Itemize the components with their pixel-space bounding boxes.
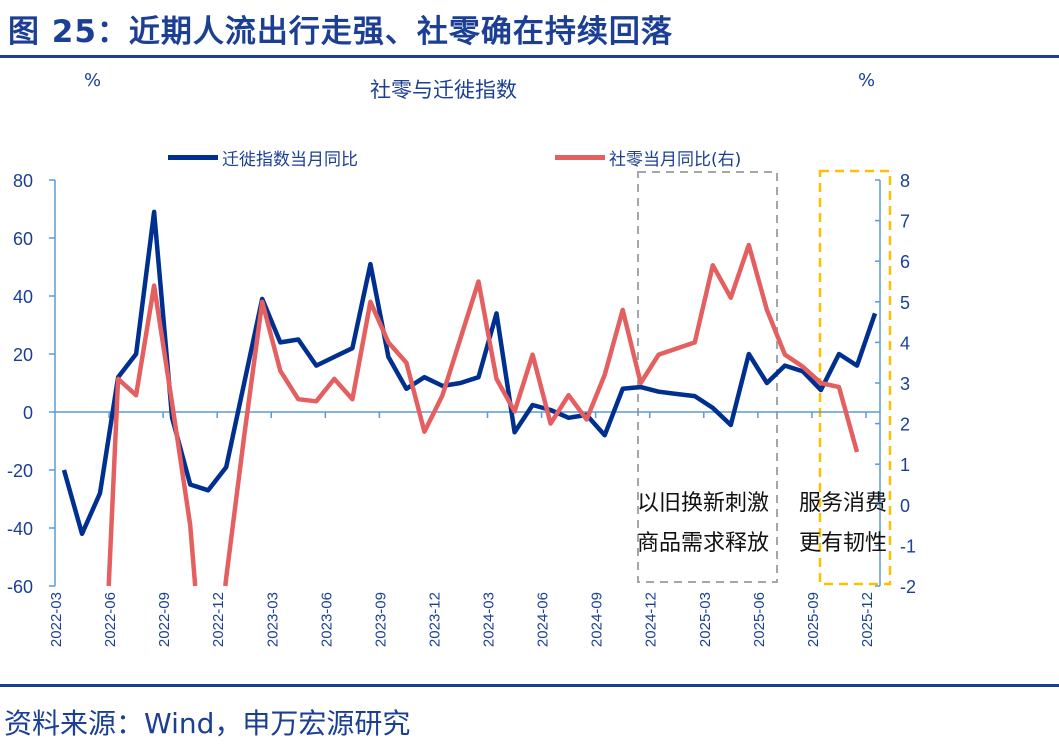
legend-swatch-blue [168, 155, 218, 160]
x-tick-label: 2024-06 [535, 592, 552, 647]
right-tick-label: 5 [900, 293, 910, 313]
right-axis-unit: % [858, 70, 876, 91]
legend-label: 社零当月同比(右) [609, 150, 742, 170]
x-tick-label: 2023-03 [264, 592, 281, 647]
legend-item-migration: 迁徙指数当月同比 [168, 145, 358, 170]
right-tick-label: -1 [900, 536, 916, 556]
left-tick-label: -20 [7, 461, 33, 481]
title-divider [0, 55, 1059, 58]
x-tick-label: 2025-03 [697, 592, 714, 647]
right-tick-label: 7 [900, 212, 910, 232]
right-tick-label: 8 [900, 171, 910, 191]
x-tick-label: 2024-09 [589, 592, 606, 647]
left-tick-label: 0 [23, 403, 33, 423]
annotation-services: 服务消费 更有韧性 [799, 484, 887, 564]
x-tick-label: 2022-12 [210, 592, 227, 647]
annotation-box-gray [637, 171, 778, 583]
series-line-retail [106, 242, 860, 587]
legend-item-retail: 社零当月同比(右) [555, 145, 741, 170]
x-tick-label: 2024-03 [481, 592, 498, 647]
right-tick-label: 6 [900, 252, 910, 272]
left-tick-label: 40 [13, 287, 33, 307]
right-tick-label: 1 [900, 455, 910, 475]
annotation-line: 以旧换新刺激 [637, 491, 770, 516]
annotation-line: 商品需求释放 [637, 531, 770, 556]
left-axis-unit: % [84, 70, 102, 91]
x-tick-label: 2023-09 [372, 592, 389, 647]
x-tick-label: 2022-03 [48, 592, 65, 647]
x-tick-label: 2023-06 [318, 592, 335, 647]
left-tick-label: 80 [13, 171, 33, 191]
right-tick-label: 3 [900, 374, 910, 394]
annotation-box-yellow [818, 169, 892, 586]
x-tick-label: 2025-12 [859, 592, 876, 647]
x-tick-label: 2025-09 [805, 592, 822, 647]
legend-swatch-red [555, 155, 605, 160]
legend-label: 迁徙指数当月同比 [222, 150, 358, 170]
x-tick-label: 2025-06 [751, 592, 768, 647]
x-tick-label: 2022-09 [156, 592, 173, 647]
x-tick-label: 2024-12 [643, 592, 660, 647]
annotation-line: 服务消费 [799, 491, 888, 516]
left-tick-label: 20 [13, 345, 33, 365]
x-tick-label: 2023-12 [426, 592, 443, 647]
right-tick-label: -2 [900, 577, 916, 597]
chart-title: 社零与迁徙指数 [370, 78, 517, 102]
series-line-migration [61, 209, 878, 537]
annotation-line: 更有韧性 [799, 531, 888, 556]
right-tick-label: 0 [900, 496, 910, 516]
left-tick-label: -40 [7, 519, 33, 539]
right-tick-label: 2 [900, 415, 910, 435]
left-tick-label: 60 [13, 229, 33, 249]
figure-title: 图 25：近期人流出行走强、社零确在持续回落 [8, 14, 673, 50]
left-tick-label: -60 [7, 577, 33, 597]
annotation-trade-in: 以旧换新刺激 商品需求释放 [637, 484, 769, 564]
right-tick-label: 4 [900, 333, 910, 353]
bottom-divider [0, 684, 1059, 687]
source-note: 资料来源：Wind，申万宏源研究 [4, 707, 411, 740]
x-tick-label: 2022-06 [102, 592, 119, 647]
